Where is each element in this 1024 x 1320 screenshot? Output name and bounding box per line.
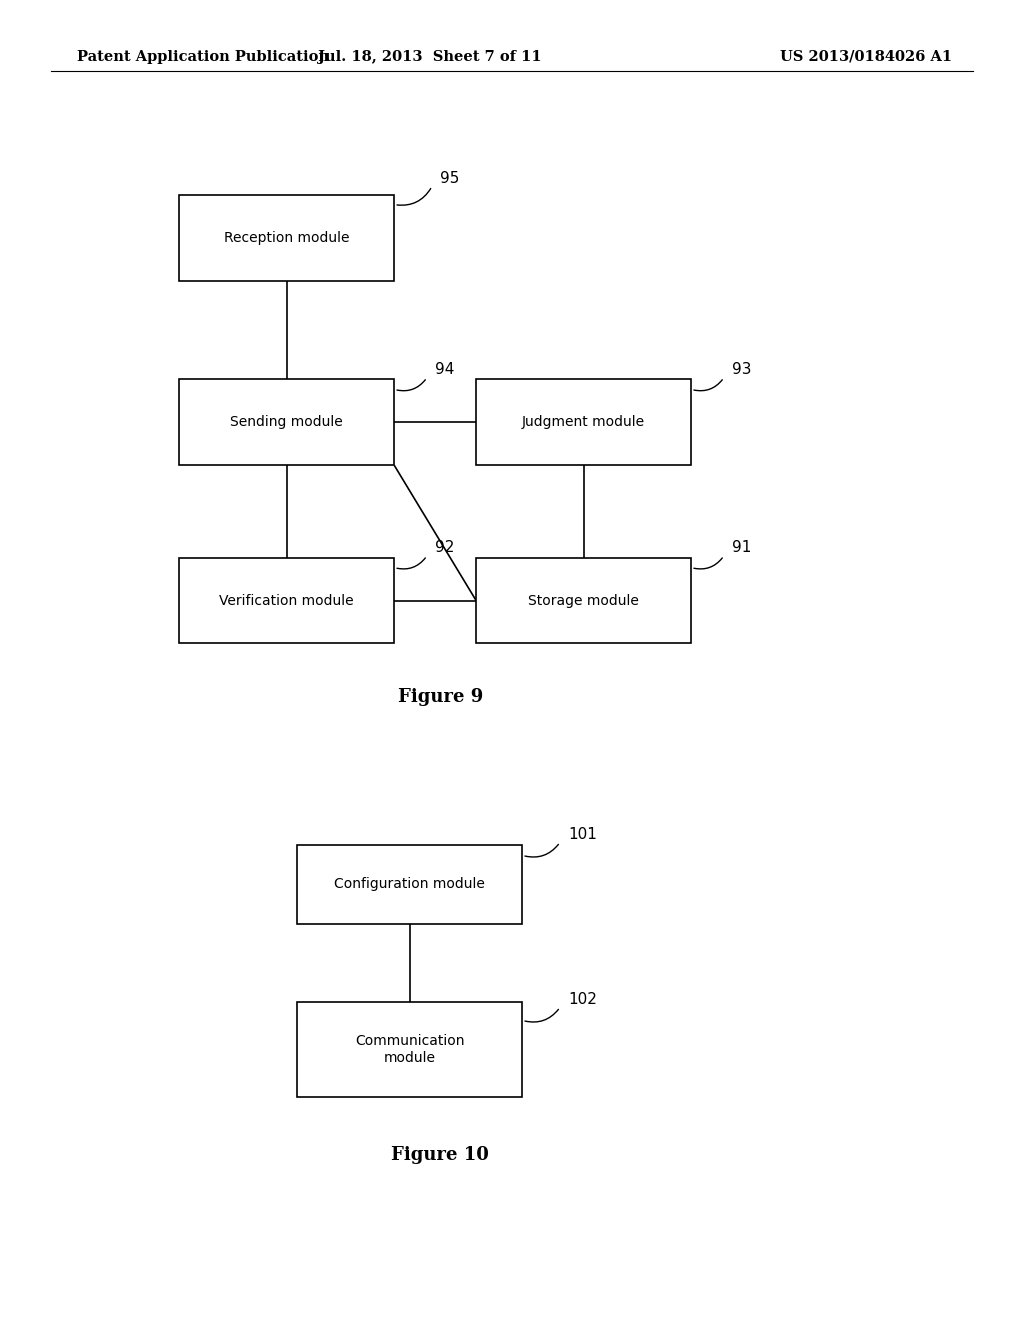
- FancyBboxPatch shape: [297, 1002, 522, 1097]
- FancyBboxPatch shape: [179, 379, 394, 465]
- Text: Verification module: Verification module: [219, 594, 354, 607]
- Text: Figure 9: Figure 9: [397, 688, 483, 706]
- Text: Configuration module: Configuration module: [334, 878, 485, 891]
- Text: Sending module: Sending module: [230, 416, 343, 429]
- Text: 91: 91: [732, 540, 752, 556]
- Text: Figure 10: Figure 10: [391, 1146, 489, 1164]
- FancyBboxPatch shape: [179, 195, 394, 281]
- FancyBboxPatch shape: [297, 845, 522, 924]
- Text: Reception module: Reception module: [224, 231, 349, 244]
- Text: Patent Application Publication: Patent Application Publication: [77, 50, 329, 63]
- Text: 94: 94: [435, 362, 455, 378]
- Text: 95: 95: [440, 170, 460, 186]
- FancyBboxPatch shape: [476, 379, 691, 465]
- Text: Communication
module: Communication module: [355, 1035, 464, 1064]
- Text: 101: 101: [568, 826, 597, 842]
- Text: Judgment module: Judgment module: [522, 416, 645, 429]
- FancyBboxPatch shape: [476, 557, 691, 643]
- Text: US 2013/0184026 A1: US 2013/0184026 A1: [780, 50, 952, 63]
- Text: Jul. 18, 2013  Sheet 7 of 11: Jul. 18, 2013 Sheet 7 of 11: [318, 50, 542, 63]
- Text: 92: 92: [435, 540, 455, 556]
- Text: Storage module: Storage module: [528, 594, 639, 607]
- FancyBboxPatch shape: [179, 557, 394, 643]
- Text: 102: 102: [568, 991, 597, 1007]
- Text: 93: 93: [732, 362, 752, 378]
